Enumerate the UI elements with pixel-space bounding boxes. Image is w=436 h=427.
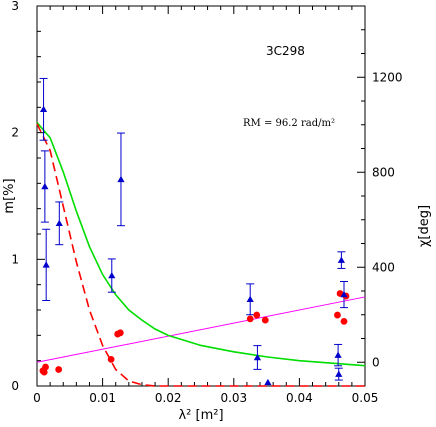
red-dashed-model-curve [36,123,365,387]
angle-point [246,295,254,303]
polarization-point [55,366,63,373]
angle-point [117,175,125,183]
axis-tick-labels: 0 0.01 0.02 0.03 0.04 0.05 0 1 2 3 0 400 800 1200 [11,0,402,405]
angle-point [55,219,63,227]
angle-point [264,378,272,386]
angle-point [335,370,343,377]
angle-point [253,353,262,361]
y-left-tick-label: 2 [11,126,19,140]
model-curves [36,122,366,387]
axis-ticks [36,5,366,387]
y-left-tick-label: 3 [11,0,19,13]
x-tick-label: 0.04 [286,391,313,405]
polarization-point [334,311,341,319]
y-axis-label-left: m[%] [2,178,17,213]
angle-point [108,271,116,279]
polarization-point [116,329,124,337]
y-right-tick-label: 800 [372,165,395,179]
x-tick-label: 0.05 [352,391,379,405]
polarization-point [261,316,269,324]
polarization-point [107,356,115,363]
chart-title: 3C298 [266,44,305,58]
angle-point [337,256,345,263]
angle-point [340,290,348,298]
y-right-tick-label: 400 [372,260,395,274]
y-left-tick-label: 0 [11,379,19,393]
polarization-point [42,363,49,371]
y-right-tick-label: 1200 [372,70,403,84]
x-tick-label: 0.03 [220,391,247,405]
angle-point [41,182,49,190]
data-markers [39,105,350,386]
green-model-curve [36,122,366,367]
angle-point [42,261,50,268]
angle-point [39,105,48,113]
polarization-point [340,318,348,325]
y-axis-label-right: χ[deg] [417,205,432,247]
x-tick-label: 0 [33,391,41,405]
x-axis-label: λ² [m²] [178,408,223,423]
polarization-point [253,311,261,319]
y-left-tick-label: 1 [11,252,19,266]
plot-frame [36,5,366,387]
angle-point [334,351,342,358]
x-tick-label: 0.02 [155,391,182,405]
y-right-tick-label: 0 [372,355,380,369]
x-tick-label: 0.01 [89,391,116,405]
polarization-point [246,315,254,323]
rm-fit-line [36,296,366,363]
rm-annotation: RM = 96.2 rad/m² [243,118,335,129]
